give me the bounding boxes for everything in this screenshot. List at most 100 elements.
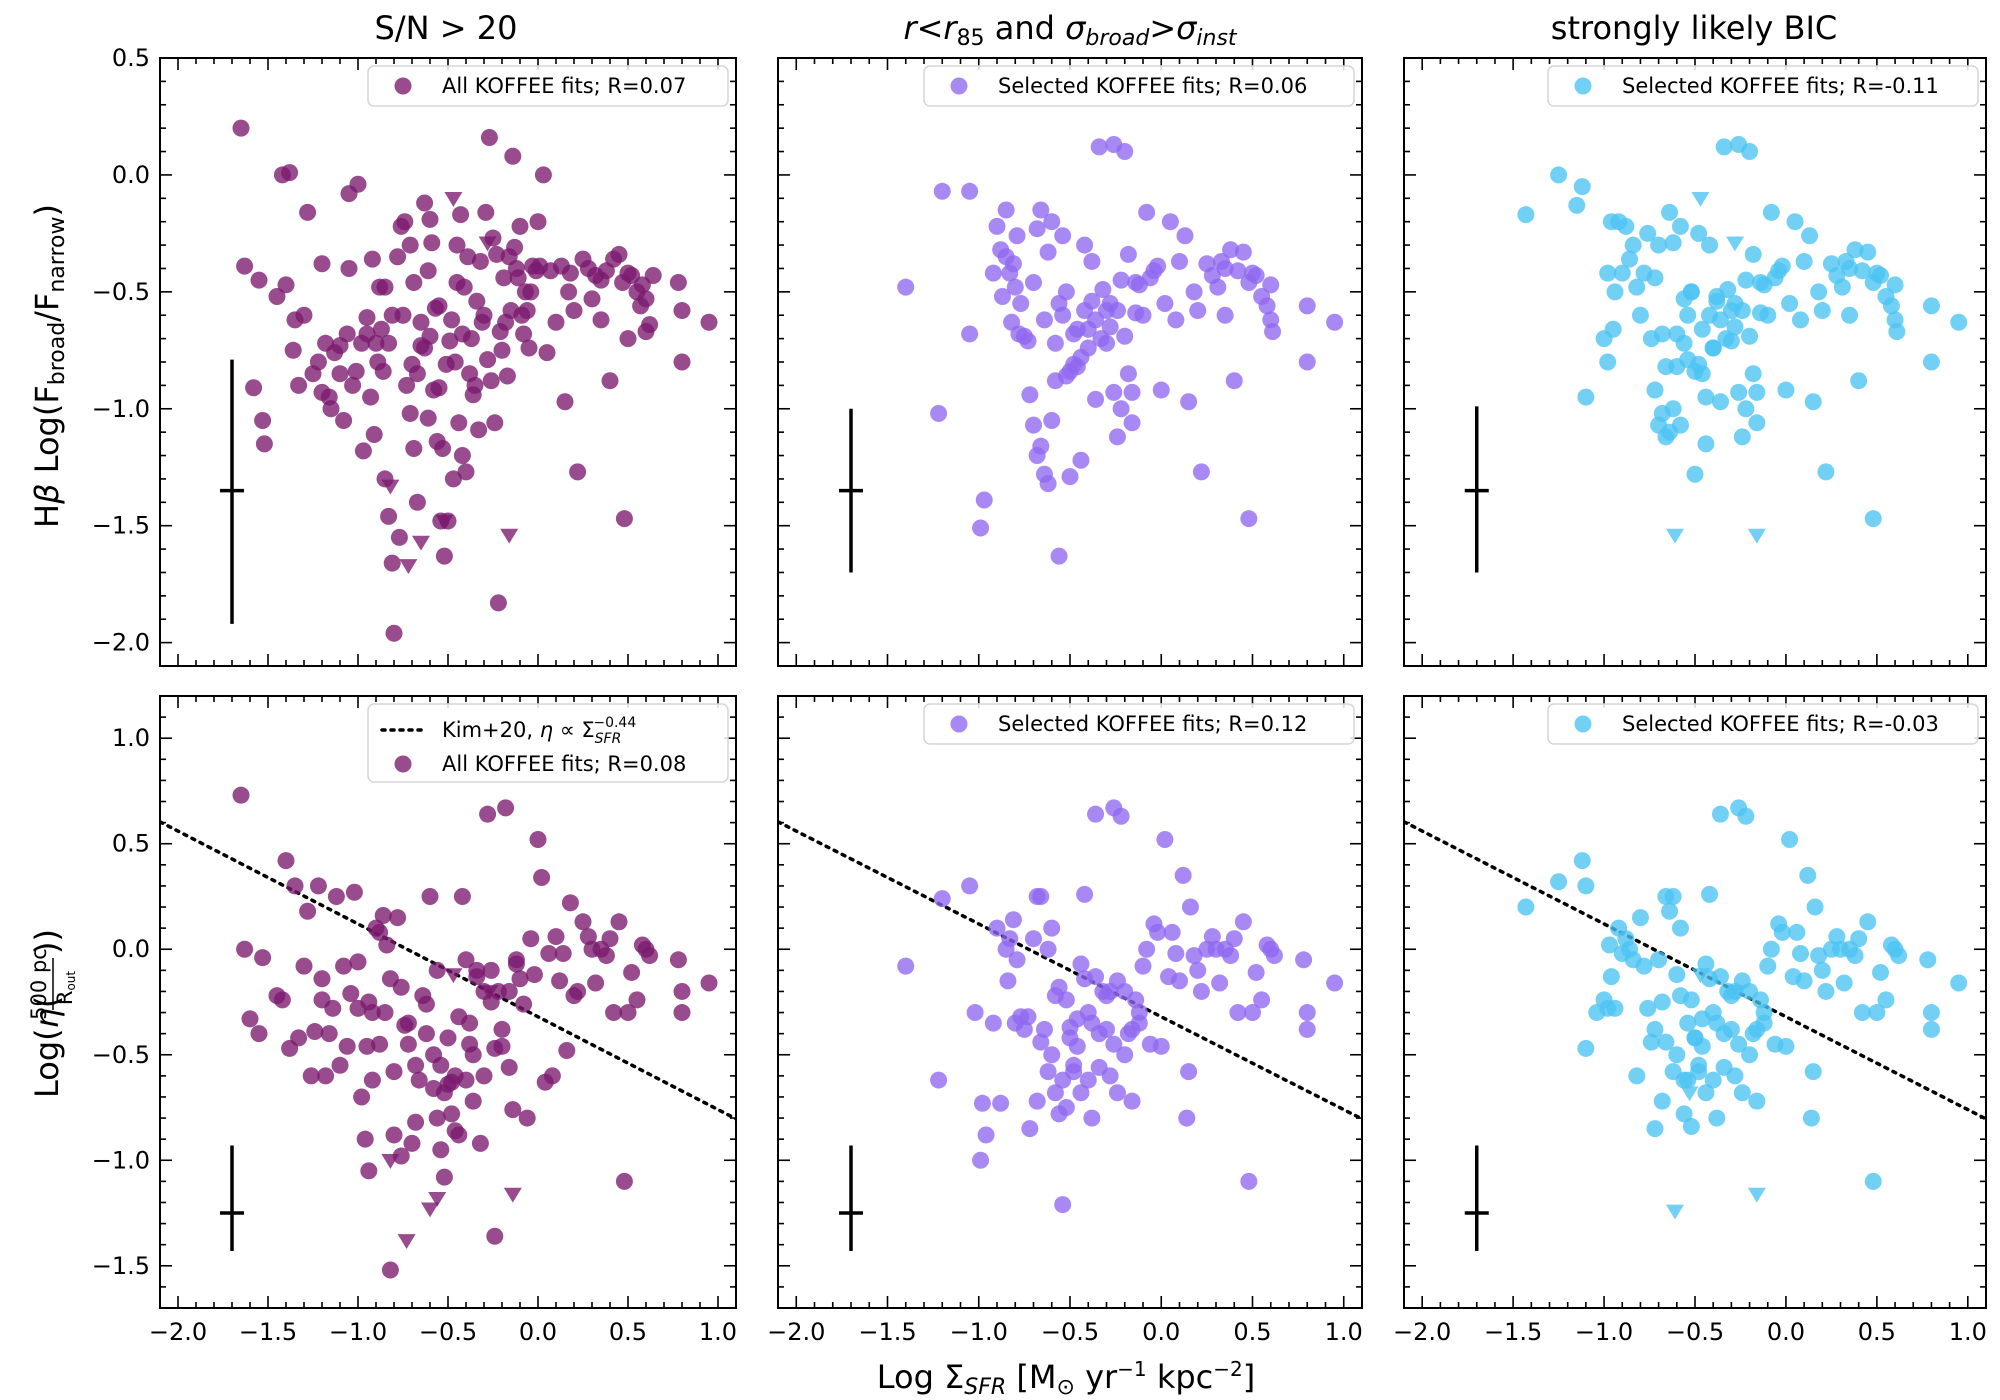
data-point [1711, 393, 1729, 411]
data-point [1697, 1084, 1715, 1102]
data-point [1671, 416, 1689, 434]
data-point [453, 887, 471, 905]
data-point [461, 365, 479, 383]
data-point [1138, 940, 1156, 958]
y-tick-label: 0.0 [112, 161, 150, 189]
title-col2: r<r85 and σbroad>σinst [903, 9, 1237, 51]
data-point [345, 883, 363, 901]
legend-line-sup: −0.44 [593, 715, 636, 731]
data-point [1116, 327, 1134, 345]
data-point [273, 991, 291, 1009]
legend-box [1547, 65, 1979, 107]
data-point [1841, 306, 1859, 324]
data-point [1639, 224, 1657, 242]
upper-limit-point [435, 514, 454, 530]
data-point [1781, 831, 1799, 849]
data-point [592, 311, 610, 329]
data-point [1599, 264, 1617, 282]
legend-box [367, 703, 729, 783]
data-point [1079, 1071, 1097, 1089]
data-point [1711, 805, 1729, 823]
data-point [376, 1004, 394, 1022]
x-tick-label: −1.0 [329, 1318, 387, 1346]
data-point [464, 386, 482, 404]
data-point [1209, 278, 1227, 296]
data-point [1730, 383, 1748, 401]
panel-top-right: Selected KOFFEE fits; R=-0.11 [1403, 57, 1987, 667]
data-point [1653, 1092, 1671, 1110]
data-point [1817, 463, 1835, 481]
data-point [1156, 831, 1174, 849]
data-point [1083, 252, 1101, 270]
data-point [1786, 213, 1804, 231]
data-point [340, 259, 358, 277]
data-point [1076, 236, 1094, 254]
upper-limit-point [503, 1187, 522, 1203]
data-point [543, 1067, 561, 1085]
data-point [335, 411, 353, 429]
data-point [1181, 898, 1199, 916]
data-point [560, 283, 578, 301]
x-tick-label: 0.0 [519, 1318, 557, 1346]
data-point [362, 388, 380, 406]
data-point [1101, 318, 1119, 336]
data-point [322, 400, 340, 418]
data-point [1192, 982, 1210, 1000]
data-point [1708, 1109, 1726, 1127]
data-point [1123, 414, 1141, 432]
data-point [1152, 381, 1170, 399]
data-point [1850, 372, 1868, 390]
legend-marker [394, 755, 412, 773]
data-point [1719, 281, 1737, 299]
y-tick-label: −0.5 [92, 278, 150, 306]
data-point [551, 972, 569, 990]
legend-box [923, 703, 1355, 745]
data-point [1119, 245, 1137, 263]
data-point [486, 414, 504, 432]
data-point [450, 414, 468, 432]
data-point [522, 283, 540, 301]
data-point [1087, 390, 1105, 408]
data-point [669, 273, 687, 291]
data-point [961, 325, 979, 343]
data-point [290, 1029, 308, 1047]
x-tick-label: 1.0 [699, 1318, 737, 1346]
legend-label: All KOFFEE fits; R=0.07 [442, 74, 686, 98]
data-point [1032, 437, 1050, 455]
data-point [1076, 885, 1094, 903]
kim20-relation-line [778, 820, 1362, 1121]
data-point [401, 404, 419, 422]
panel-bottom-right: −2.0 −1.5 −1.0 −0.5 0.0 0.5 1.0 Selected KOFFEE… [1393, 695, 1987, 1346]
data-point [421, 210, 439, 228]
data-point [479, 805, 497, 823]
data-point [299, 203, 317, 221]
data-point [561, 264, 579, 282]
data-point [1032, 887, 1050, 905]
data-point [443, 1105, 461, 1123]
data-point [1748, 1092, 1766, 1110]
data-point [1298, 353, 1316, 371]
data-point [1039, 940, 1057, 958]
data-point [1802, 1109, 1820, 1127]
upper-limit-point [1747, 1187, 1766, 1203]
data-point [493, 1037, 511, 1055]
y-tick-label: −2.0 [92, 629, 150, 657]
data-point [1806, 898, 1824, 916]
data-point [430, 297, 448, 315]
data-point [520, 339, 538, 357]
data-point [540, 944, 558, 962]
data-point [1801, 227, 1819, 245]
data-point [933, 182, 951, 200]
data-point [232, 786, 250, 804]
data-point [1639, 999, 1657, 1017]
data-point [1671, 217, 1689, 235]
data-point [1149, 923, 1167, 941]
data-point [1628, 278, 1646, 296]
data-point [529, 213, 547, 231]
data-point [507, 259, 525, 277]
data-point [1737, 271, 1755, 289]
data-point [1244, 1004, 1261, 1022]
data-point [669, 951, 687, 969]
data-point [1123, 383, 1141, 401]
data-point [1664, 1063, 1682, 1081]
